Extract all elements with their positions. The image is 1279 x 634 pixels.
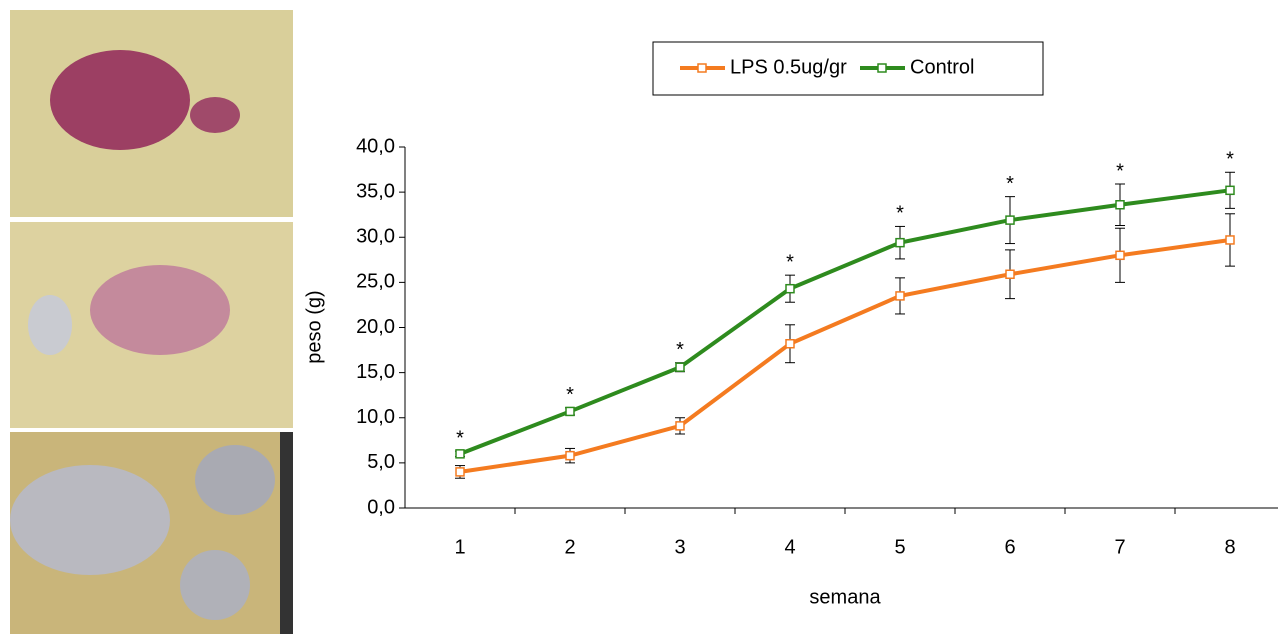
cage-edge (280, 432, 293, 634)
y-tick-label: 30,0 (356, 226, 395, 248)
series-line (459, 237, 1231, 474)
photos (10, 10, 293, 634)
significance-mark: * (566, 384, 574, 406)
significance-mark: * (456, 427, 464, 449)
x-tick-label: 3 (674, 536, 685, 558)
marker (565, 450, 575, 461)
marker (1115, 250, 1125, 261)
marker (455, 467, 465, 477)
y-tick-label: 10,0 (356, 406, 395, 428)
marker (675, 421, 685, 431)
legend-marker (877, 63, 887, 73)
marker (785, 283, 795, 294)
significance-mark: * (896, 203, 904, 225)
x-tick-label: 8 (1224, 536, 1235, 558)
y-tick-label: 35,0 (356, 180, 395, 202)
mice (10, 465, 170, 575)
marker (895, 291, 905, 301)
mouse (180, 550, 250, 620)
pup (190, 97, 240, 133)
marker (675, 362, 685, 372)
x-tick-label: 4 (784, 536, 795, 558)
x-tick-label: 1 (454, 536, 465, 558)
significance-mark: * (1116, 160, 1124, 182)
marker (1225, 235, 1235, 245)
legend-label: Control (910, 56, 974, 78)
mouse (195, 445, 275, 515)
significance-mark: * (786, 251, 794, 273)
marker (895, 237, 905, 248)
series-line (459, 188, 1231, 456)
cloth (28, 295, 72, 355)
marker (565, 406, 575, 417)
pups (90, 265, 230, 355)
y-tick-label: 25,0 (356, 271, 395, 293)
y-tick-label: 5,0 (367, 451, 395, 473)
x-tick-label: 5 (894, 536, 905, 558)
y-axis-label: peso (g) (303, 290, 325, 363)
marker (1225, 185, 1235, 196)
x-tick-label: 7 (1114, 536, 1125, 558)
significance-mark: * (1006, 173, 1014, 195)
marker (1005, 269, 1015, 280)
legend-marker (697, 63, 707, 73)
y-tick-label: 0,0 (367, 496, 395, 518)
marker (785, 338, 795, 349)
legend-label: LPS 0.5ug/gr (730, 56, 847, 78)
x-tick-label: 2 (564, 536, 575, 558)
significance-mark: * (676, 339, 684, 361)
marker (1005, 215, 1015, 225)
significance-mark: * (1226, 149, 1234, 171)
x-tick-label: 6 (1004, 536, 1015, 558)
y-tick-label: 20,0 (356, 316, 395, 338)
marker (455, 449, 465, 459)
y-tick-label: 15,0 (356, 361, 395, 383)
pups (50, 50, 190, 150)
x-axis-label: semana (809, 586, 881, 608)
y-tick-label: 40,0 (356, 135, 395, 157)
marker (1115, 200, 1125, 210)
